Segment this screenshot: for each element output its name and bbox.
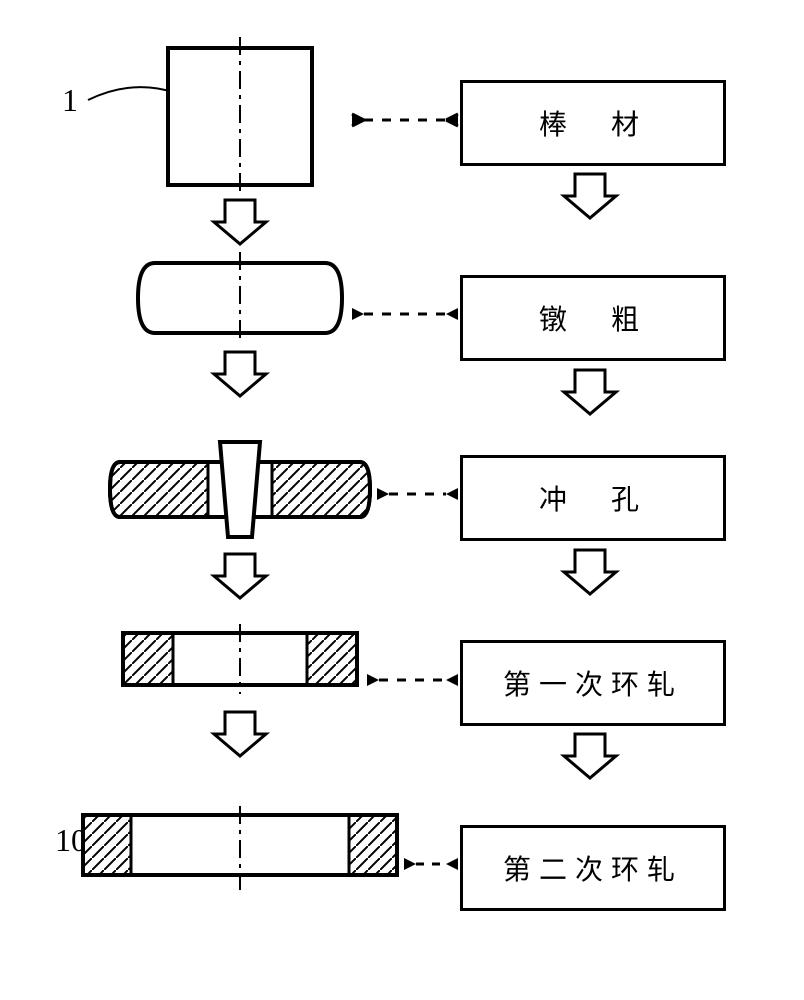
down-arrow-right-3 (562, 548, 618, 598)
step-box-3: 冲 孔 (460, 455, 726, 541)
bidir-arrow-2 (350, 302, 460, 326)
shape-upset-disk (135, 258, 345, 348)
diagram-canvas: 1 10 (0, 0, 804, 1000)
bidir-arrow-3 (375, 482, 460, 506)
shape-bar (165, 45, 315, 195)
step-box-4: 第一次环轧 (460, 640, 726, 726)
down-arrow-left-2 (212, 350, 268, 400)
bidir-arrow-5 (402, 852, 460, 876)
down-arrow-left-1 (212, 198, 268, 248)
step-box-1: 棒 材 (460, 80, 726, 166)
down-arrow-right-1 (562, 172, 618, 222)
down-arrow-left-4 (212, 710, 268, 760)
down-arrow-right-4 (562, 732, 618, 782)
bidir-arrow-4 (365, 668, 460, 692)
shape-ring1 (120, 628, 360, 698)
bidir-arrow-1 (350, 108, 460, 132)
down-arrow-right-2 (562, 368, 618, 418)
shape-ring2 (80, 810, 400, 895)
shape-punched (108, 432, 372, 547)
step-box-5: 第二次环轧 (460, 825, 726, 911)
down-arrow-left-3 (212, 552, 268, 602)
step-box-2: 镦 粗 (460, 275, 726, 361)
